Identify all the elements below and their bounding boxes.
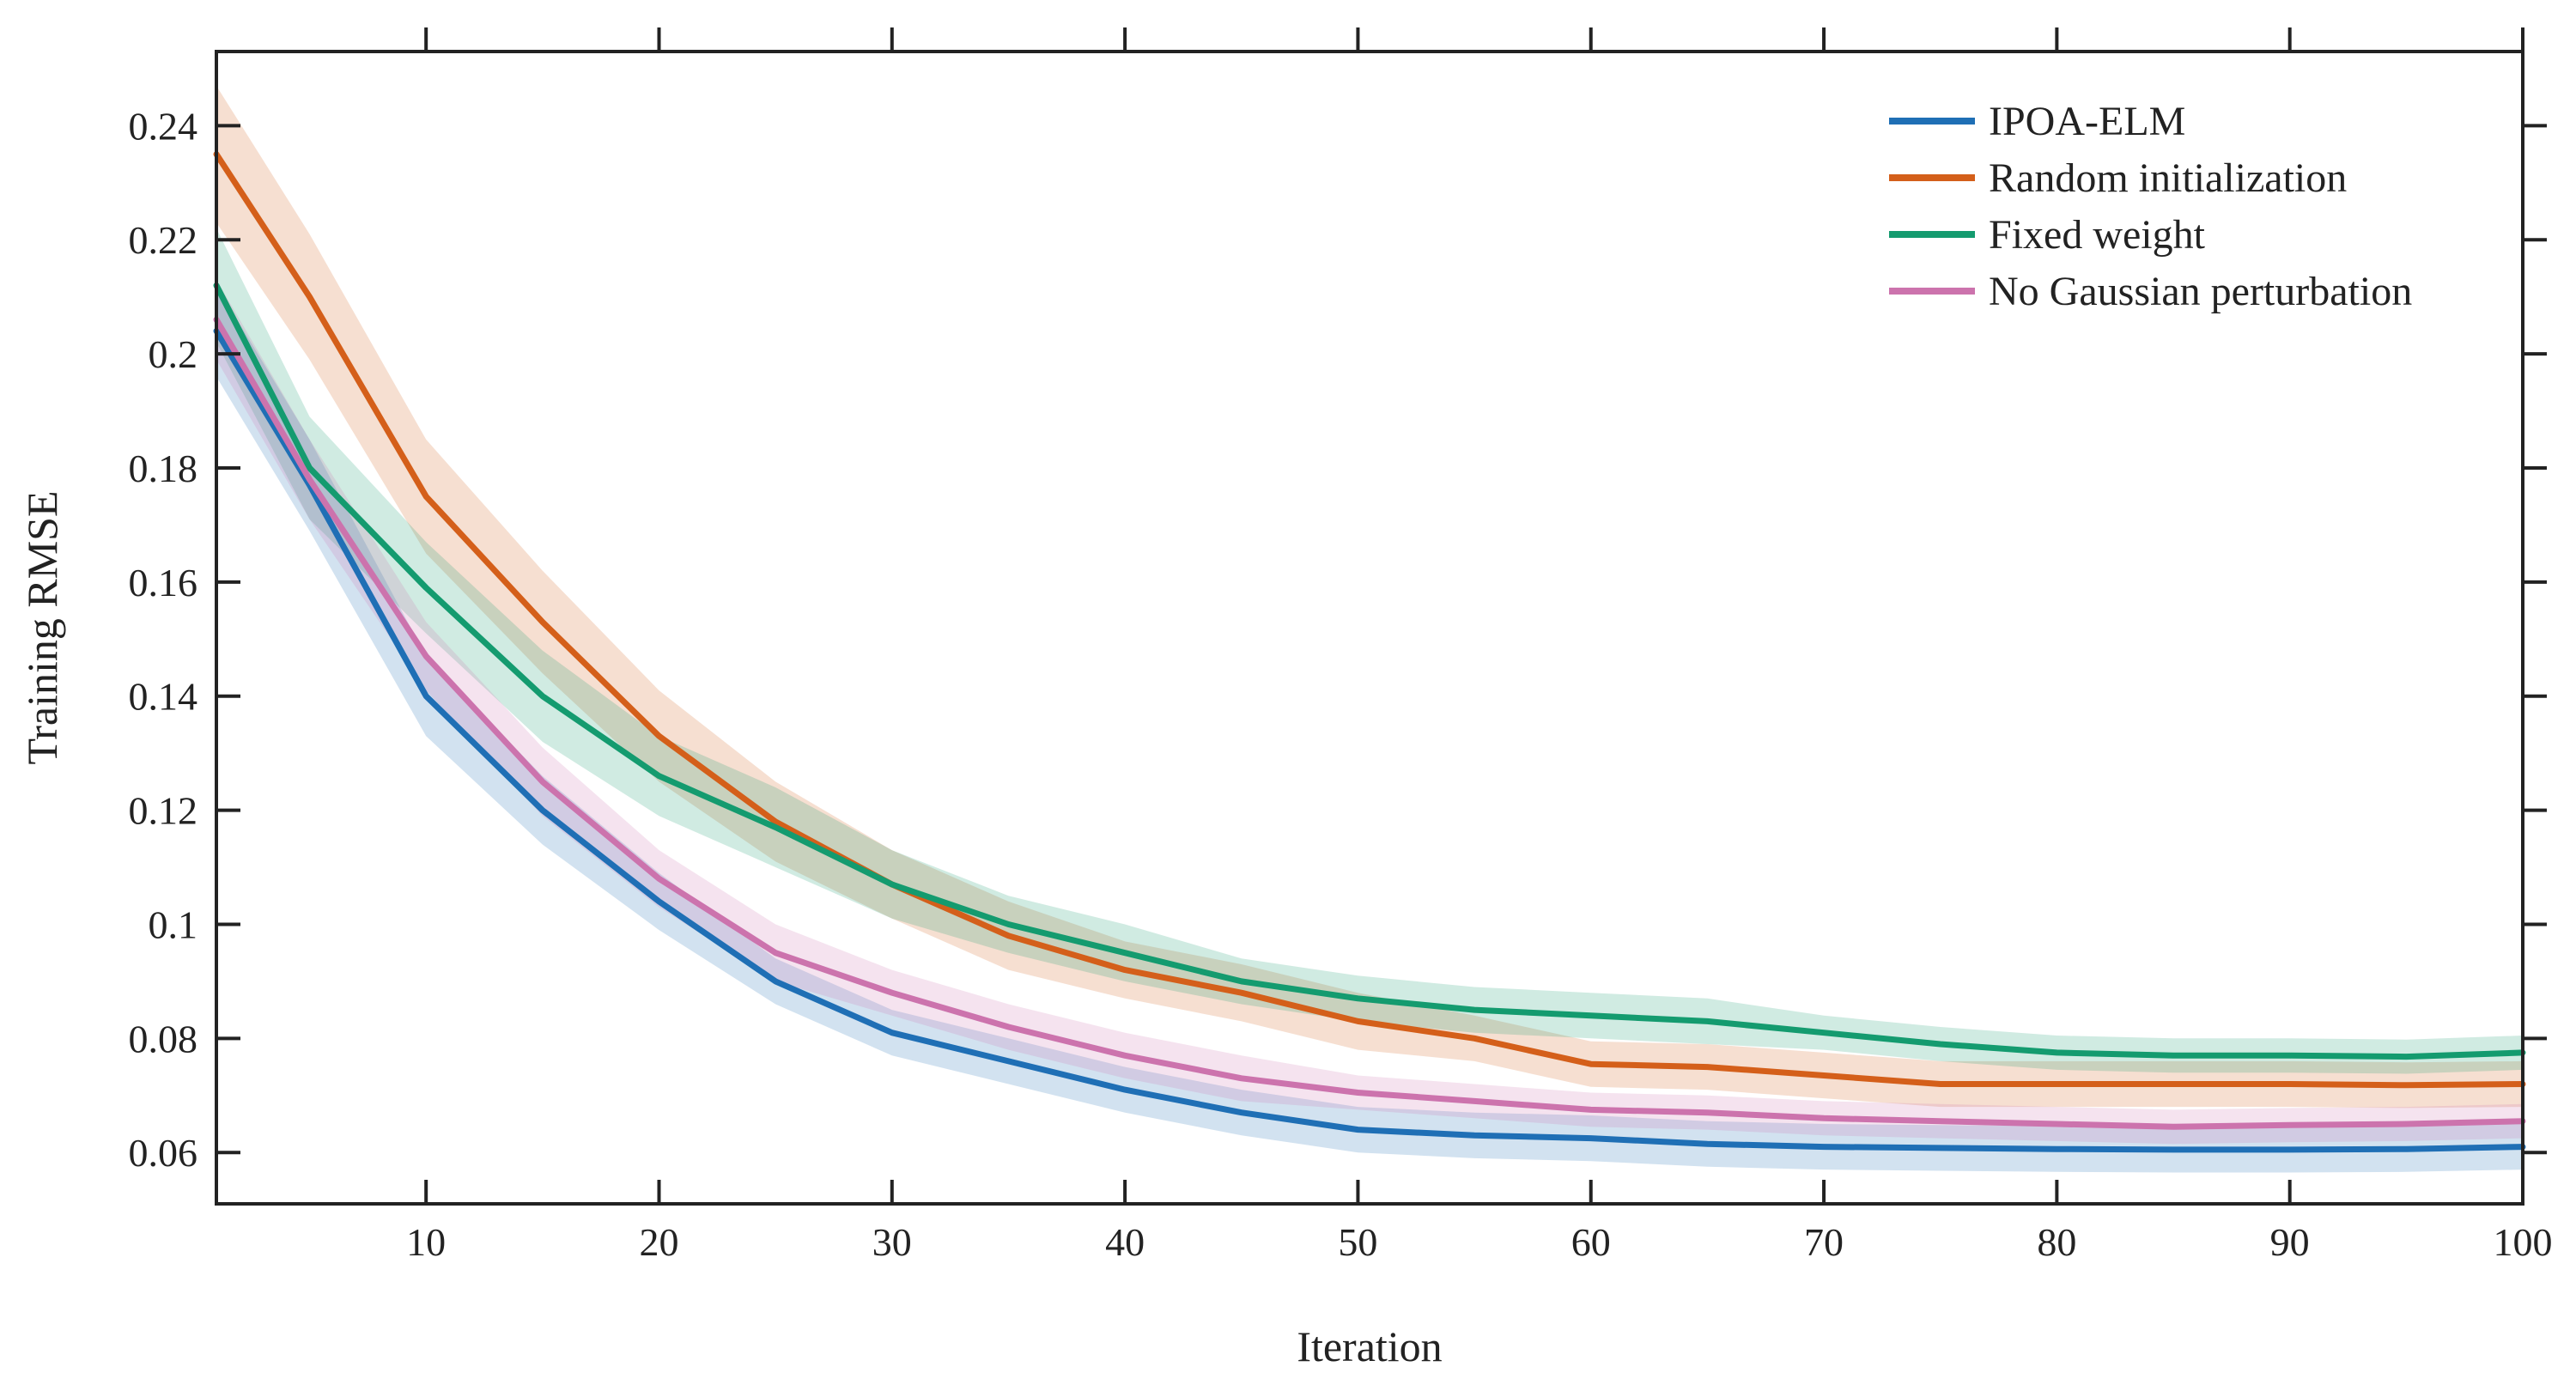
y-tick-label: 0.12 xyxy=(129,789,198,833)
y-tick-label: 0.16 xyxy=(129,561,198,604)
series-lines xyxy=(213,151,2526,1153)
x-axis-title: Iteration xyxy=(1297,1322,1442,1370)
x-tick-label: 20 xyxy=(639,1220,678,1264)
x-tick-label: 100 xyxy=(2494,1220,2553,1264)
y-tick-label: 0.2 xyxy=(149,332,198,376)
line-no-gaussian-perturbation xyxy=(213,316,2526,1130)
y-axis-title: Training RMSE xyxy=(18,490,66,764)
band-fixed-weight xyxy=(216,228,2523,1074)
band-random-initialization xyxy=(216,85,2523,1109)
plot-frame xyxy=(215,50,2524,1206)
line-fixed-weight xyxy=(213,282,2526,1060)
y-tick-label: 0.24 xyxy=(129,104,198,148)
y-tick-label: 0.18 xyxy=(129,447,198,490)
x-tick-label: 60 xyxy=(1571,1220,1611,1264)
x-tick-label: 10 xyxy=(406,1220,446,1264)
legend-label: IPOA-ELM xyxy=(1989,99,2185,144)
legend-label: Random initialization xyxy=(1989,155,2347,201)
y-tick-label: 0.1 xyxy=(149,902,198,946)
x-tick-label: 90 xyxy=(2270,1220,2310,1264)
x-tick-label: 70 xyxy=(1804,1220,1844,1264)
line-random-initialization xyxy=(213,151,2526,1089)
line-ipoa-elm xyxy=(213,328,2526,1153)
x-tick-label: 40 xyxy=(1105,1220,1145,1264)
x-tick-label: 50 xyxy=(1338,1220,1377,1264)
axis-tick-labels: 10 20 30 40 50 60 70 80 90 100 0.06 0.08 0.1 0.12 0.14… xyxy=(129,104,2553,1264)
y-tick-label: 0.06 xyxy=(129,1131,198,1175)
legend-label: No Gaussian perturbation xyxy=(1989,269,2412,314)
y-tick-label: 0.22 xyxy=(129,218,198,262)
x-tick-label: 30 xyxy=(872,1220,912,1264)
x-tick-label: 80 xyxy=(2037,1220,2076,1264)
y-tick-label: 0.08 xyxy=(129,1017,198,1060)
legend: IPOA-ELM Random initialization Fixed weigh… xyxy=(1889,99,2412,314)
axis-ticks xyxy=(216,27,2547,1204)
confidence-bands xyxy=(216,85,2523,1173)
legend-label: Fixed weight xyxy=(1989,212,2206,258)
y-tick-label: 0.14 xyxy=(129,675,198,719)
